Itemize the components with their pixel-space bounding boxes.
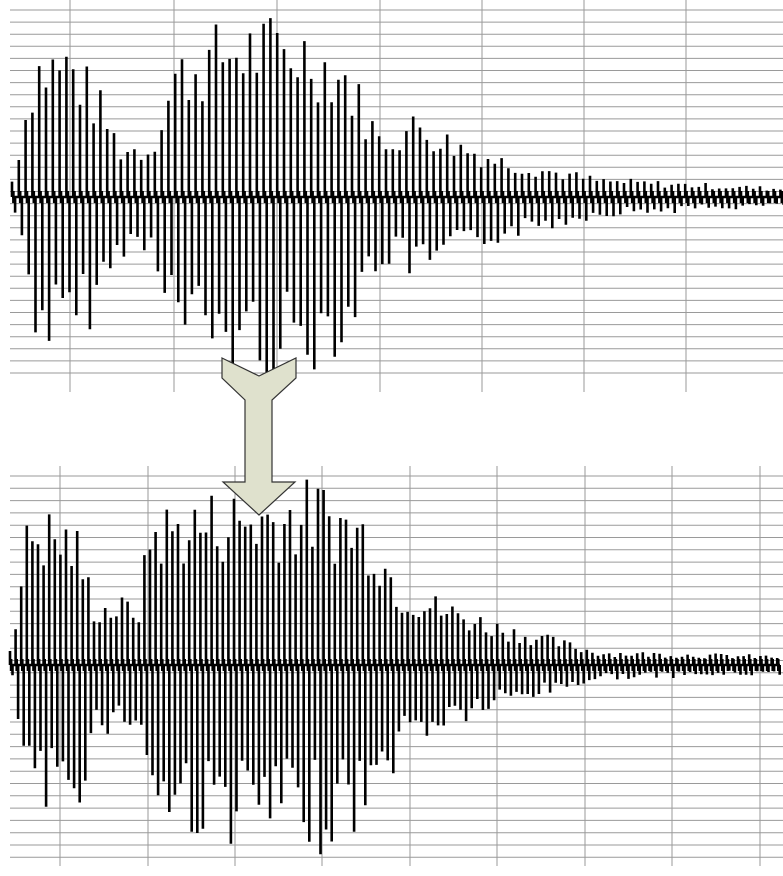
stretched-waveform xyxy=(8,479,781,855)
down-arrow xyxy=(221,357,297,516)
original-waveform xyxy=(10,18,783,380)
